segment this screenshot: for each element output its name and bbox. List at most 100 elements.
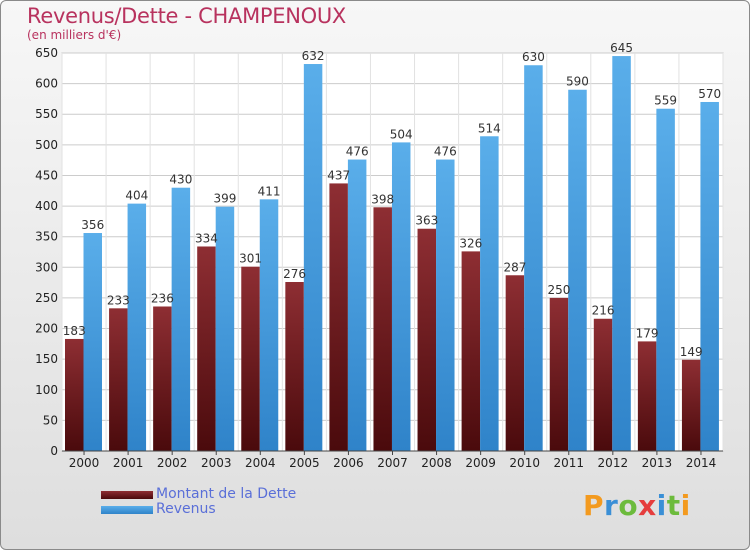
- bar-debt: [681, 359, 701, 451]
- logo-letter: P: [583, 489, 605, 522]
- data-label-revenue: 570: [698, 87, 721, 101]
- data-label-revenue: 590: [566, 75, 589, 89]
- y-tick-label: 650: [35, 46, 58, 60]
- y-tick-label: 250: [35, 291, 58, 305]
- data-label-debt: 398: [371, 192, 394, 206]
- y-tick-label: 300: [35, 260, 58, 274]
- data-label-debt: 301: [239, 252, 262, 266]
- bar-debt: [197, 246, 216, 451]
- y-tick-label: 200: [35, 322, 58, 336]
- bar-debt: [373, 207, 392, 451]
- bar-revenue: [524, 65, 543, 451]
- bar-revenue: [83, 233, 102, 451]
- data-label-revenue: 430: [169, 173, 192, 187]
- x-tick-label: 2008: [421, 456, 452, 470]
- bar-revenue: [700, 101, 719, 451]
- data-label-debt: 276: [283, 267, 306, 281]
- bar-debt: [241, 266, 260, 451]
- logo-letter: o: [618, 489, 639, 522]
- data-label-debt: 437: [327, 168, 350, 182]
- bar-revenue: [656, 108, 675, 451]
- logo-letter: r: [604, 489, 619, 522]
- x-tick-label: 2005: [289, 456, 320, 470]
- data-label-debt: 287: [503, 260, 526, 274]
- data-label-revenue: 356: [81, 218, 104, 232]
- y-tick-label: 450: [35, 168, 58, 182]
- bar-debt: [461, 251, 481, 451]
- bar-debt: [329, 183, 348, 451]
- bar-revenue: [303, 64, 323, 451]
- y-tick-label: 150: [35, 352, 58, 366]
- y-tick-label: 50: [43, 413, 58, 427]
- x-tick-label: 2013: [642, 456, 673, 470]
- bar-revenue: [436, 159, 455, 451]
- data-label-debt: 326: [459, 236, 482, 250]
- data-label-revenue: 411: [258, 184, 281, 198]
- x-tick-label: 2011: [553, 456, 584, 470]
- x-tick-label: 2010: [509, 456, 540, 470]
- data-label-revenue: 630: [522, 50, 545, 64]
- x-tick-label: 2004: [245, 456, 276, 470]
- bar-revenue: [171, 187, 191, 451]
- logo-letter: i: [656, 489, 667, 522]
- logo-letter: i: [680, 489, 691, 522]
- bar-revenue: [480, 136, 499, 451]
- bar-debt: [153, 306, 172, 451]
- legend-swatch-debt: [101, 491, 153, 499]
- y-tick-label: 400: [35, 199, 58, 213]
- bar-debt: [109, 308, 128, 451]
- y-tick-label: 0: [50, 444, 58, 458]
- x-tick-label: 2001: [113, 456, 144, 470]
- bar-debt: [505, 275, 525, 451]
- bar-revenue: [347, 159, 367, 451]
- x-tick-label: 2006: [333, 456, 364, 470]
- data-label-revenue: 645: [610, 41, 633, 55]
- x-tick-label: 2000: [69, 456, 100, 470]
- bar-debt: [417, 228, 437, 451]
- data-label-revenue: 504: [390, 127, 413, 141]
- bar-revenue: [215, 206, 235, 451]
- x-tick-label: 2002: [157, 456, 188, 470]
- chart-subtitle: (en milliers d'€): [27, 28, 122, 42]
- x-tick-label: 2003: [201, 456, 232, 470]
- data-label-revenue: 399: [213, 192, 236, 206]
- y-tick-label: 600: [35, 77, 58, 91]
- data-label-revenue: 476: [434, 145, 457, 159]
- bar-revenue: [391, 142, 411, 452]
- y-tick-label: 100: [35, 383, 58, 397]
- y-tick-label: 550: [35, 107, 58, 121]
- legend-label-revenue: Revenus: [156, 501, 216, 517]
- logo-letter: x: [638, 489, 657, 522]
- bar-revenue: [612, 56, 631, 452]
- bar-debt: [285, 282, 304, 451]
- bar-debt: [549, 297, 569, 451]
- data-label-revenue: 559: [654, 94, 677, 108]
- data-label-debt: 183: [63, 324, 86, 338]
- data-label-revenue: 632: [302, 49, 325, 63]
- data-label-debt: 250: [548, 283, 571, 297]
- bar-debt: [637, 341, 657, 451]
- logo-letter: t: [666, 489, 681, 522]
- data-label-debt: 149: [680, 345, 703, 359]
- bar-revenue: [259, 199, 279, 451]
- chart-title: Revenus/Dette - CHAMPENOUX: [27, 4, 347, 28]
- data-label-debt: 236: [151, 291, 174, 305]
- proxiti-logo: Proxiti: [583, 489, 691, 522]
- legend-label-debt: Montant de la Dette: [156, 486, 297, 502]
- x-tick-label: 2007: [377, 456, 408, 470]
- bar-revenue: [568, 89, 587, 451]
- data-label-debt: 233: [107, 293, 130, 307]
- bar-debt: [593, 318, 613, 451]
- bar-revenue: [127, 203, 147, 451]
- x-tick-label: 2009: [465, 456, 496, 470]
- y-tick-label: 350: [35, 230, 58, 244]
- bar-debt: [65, 338, 84, 451]
- legend-swatch-revenue: [101, 506, 153, 514]
- x-tick-label: 2012: [598, 456, 629, 470]
- data-label-revenue: 476: [346, 145, 369, 159]
- data-label-debt: 179: [636, 326, 659, 340]
- x-tick-label: 2014: [686, 456, 717, 470]
- data-label-debt: 216: [592, 304, 615, 318]
